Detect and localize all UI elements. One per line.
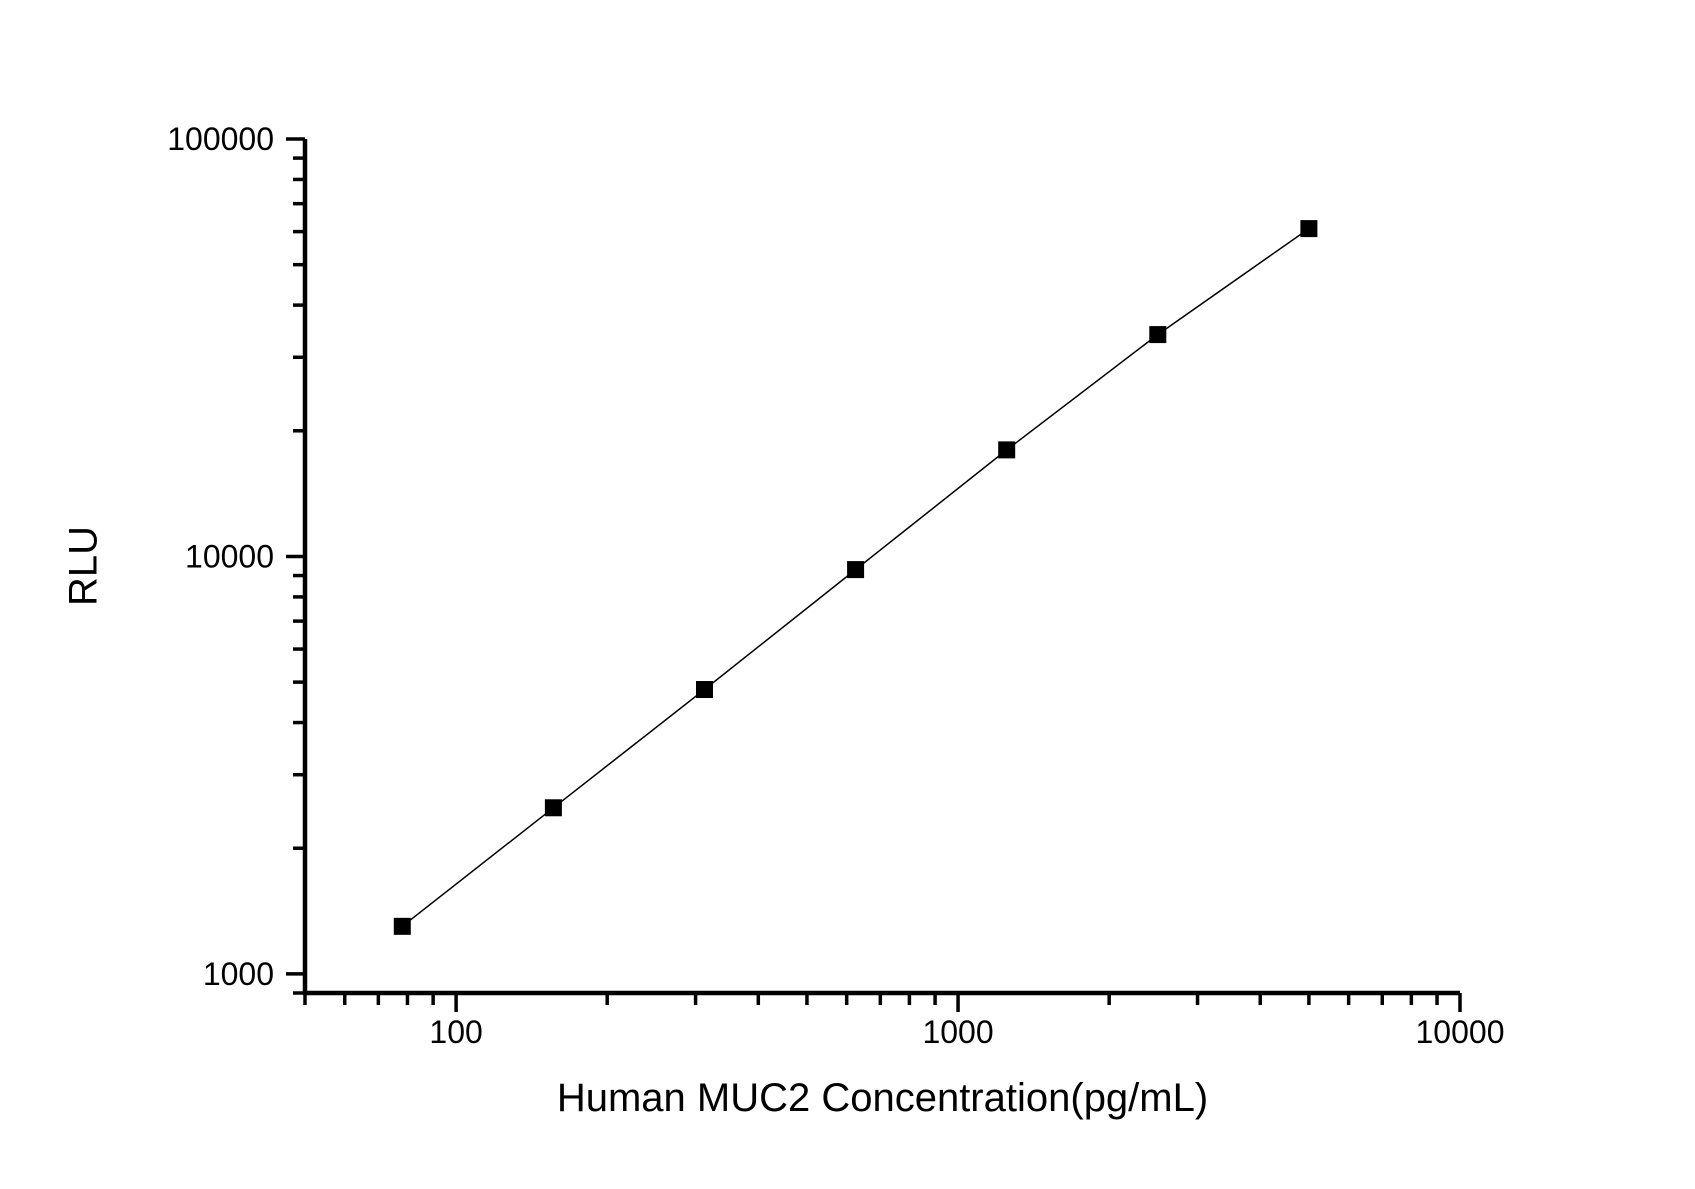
data-point-marker <box>544 799 562 817</box>
data-point-marker <box>1149 326 1167 344</box>
data-point-marker <box>393 917 411 935</box>
x-axis-tick-label: 1000 <box>922 1014 993 1050</box>
y-axis-tick-label: 10000 <box>185 538 274 574</box>
axis-spines <box>302 139 1460 996</box>
x-axis-tick-label: 100 <box>429 1014 482 1050</box>
y-axis-tick-label: 1000 <box>203 956 274 992</box>
data-point-marker <box>998 441 1016 459</box>
y-axis-title: RLU <box>61 525 106 607</box>
y-axis-tick-label: 100000 <box>167 121 274 157</box>
data-point-marker <box>1300 220 1318 238</box>
x-axis-tick-label: 10000 <box>1416 1014 1505 1050</box>
x-axis-title: Human MUC2 Concentration(pg/mL) <box>556 1076 1209 1120</box>
data-point-marker <box>847 561 865 579</box>
data-point-marker <box>695 681 713 699</box>
